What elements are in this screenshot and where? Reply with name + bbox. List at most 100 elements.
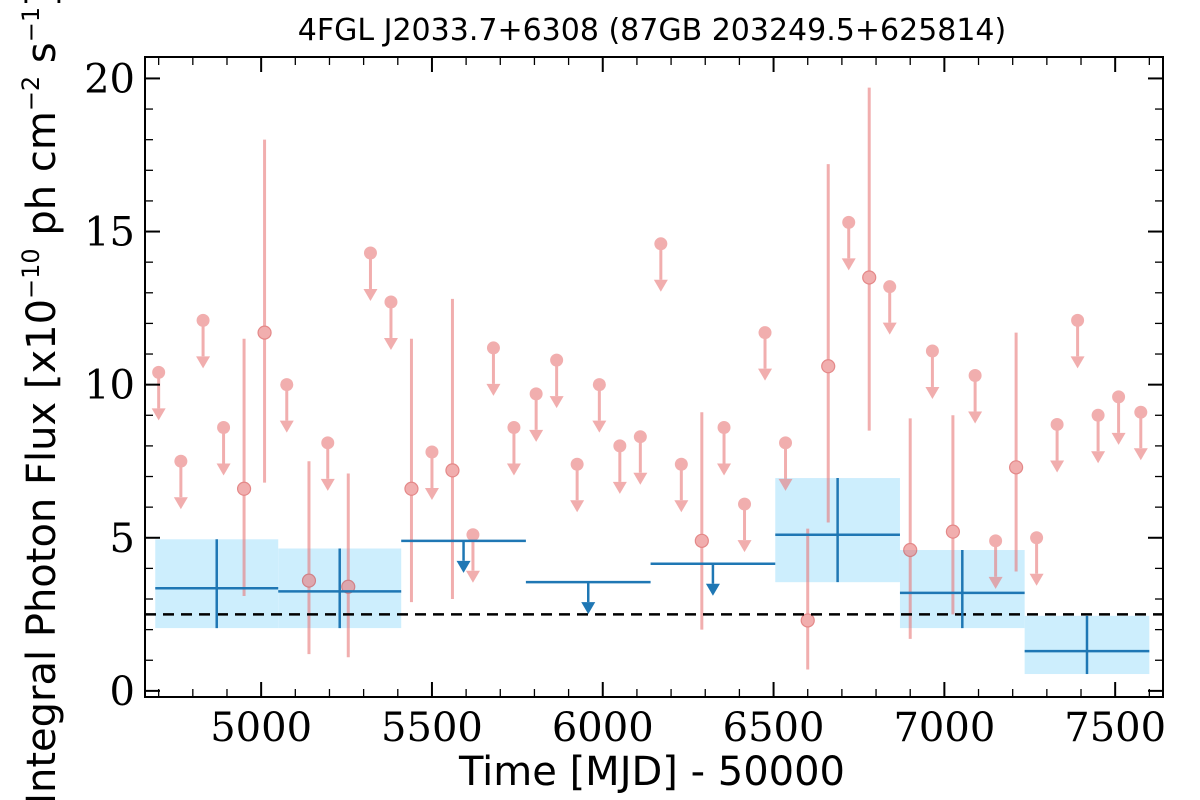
upper-limit-marker (507, 421, 521, 435)
upper-limit-marker (550, 353, 564, 367)
fine-bin-upper-limit (1111, 390, 1126, 445)
fine-bin-upper-limit (320, 436, 335, 491)
upper-limit-marker (217, 421, 231, 435)
fine-bin-upper-limit (653, 237, 668, 292)
fine-bin-upper-limit (465, 528, 480, 583)
coarse-bin-detection (899, 550, 1025, 629)
fine-bin-upper-limit (882, 280, 897, 335)
y-axis-label: Integral Photon Flux [x10−10 ph cm−2 s−1… (17, 0, 65, 800)
x-tick-label: 5000 (210, 705, 312, 751)
fine-bin-upper-limit (758, 326, 773, 381)
x-tick-label: 7000 (893, 705, 995, 751)
upper-limit-marker (883, 280, 897, 294)
fine-bin-upper-limit (1029, 531, 1044, 586)
upper-limit-arrowhead (363, 288, 378, 301)
x-axis-label: Time [MJD] - 50000 (458, 749, 845, 795)
fine-bin-detection (694, 412, 709, 630)
upper-limit-arrowhead (674, 500, 689, 513)
fine-bin-point (301, 573, 317, 588)
plot-frame (144, 56, 1164, 698)
fine-bin-detection (945, 415, 961, 615)
upper-limit-marker (384, 295, 398, 309)
upper-limit-arrowhead (653, 279, 668, 292)
fine-bin-point (1009, 460, 1024, 475)
upper-limit-marker (363, 246, 377, 260)
coarse-upper-limit-arrowhead (456, 560, 471, 573)
fine-bin-upper-limit (674, 457, 689, 513)
plot-area (145, 87, 1163, 675)
upper-limit-arrowhead (717, 463, 732, 476)
fine-bin-upper-limit (570, 457, 585, 513)
upper-limit-arrowhead (424, 488, 439, 501)
upper-limit-arrowhead (506, 463, 521, 476)
upper-limit-arrowhead (968, 411, 983, 424)
upper-limit-marker (280, 378, 294, 392)
coarse-upper-limit-arrowhead (581, 602, 596, 615)
upper-limit-marker (321, 436, 335, 450)
upper-limit-arrowhead (383, 337, 398, 350)
upper-limit-arrowhead (592, 420, 607, 433)
fine-bin-upper-limit (968, 368, 983, 424)
y-tick-label: 0 (110, 669, 135, 715)
upper-limit-arrowhead (1029, 573, 1044, 586)
upper-limit-marker (968, 368, 982, 382)
upper-limit-marker (592, 378, 606, 392)
fine-bin-detection (800, 528, 815, 670)
fine-bin-upper-limit (737, 497, 752, 553)
coarse-bin-detection (278, 548, 402, 629)
upper-limit-arrowhead (1111, 432, 1126, 445)
upper-limit-arrowhead (612, 481, 627, 494)
fine-bin-point (903, 542, 918, 558)
upper-limit-marker (570, 457, 584, 471)
upper-limit-arrowhead (279, 420, 294, 433)
axes: 5000 5500 6000 6500 7000 7500 0 5 10 15 20 (84, 56, 1166, 751)
fine-bin-upper-limit (612, 439, 627, 494)
fine-bin-point (257, 325, 272, 340)
upper-limit-marker (1071, 313, 1085, 327)
x-tick-label: 6500 (723, 705, 825, 751)
fine-bin-point (800, 613, 815, 628)
fine-bin-upper-limit (841, 215, 856, 271)
upper-limit-marker (1030, 531, 1044, 545)
x-tick-label: 6000 (552, 705, 654, 751)
coarse-upper-limit-arrowhead (705, 583, 720, 596)
upper-limit-marker (1134, 405, 1148, 419)
fine-bin-upper-limit (196, 313, 211, 369)
fine-bin-point (821, 359, 836, 374)
coarse-bin-detection (775, 478, 900, 583)
upper-limit-marker (758, 326, 772, 340)
fine-bin-detection (862, 87, 877, 431)
upper-limit-marker (196, 313, 210, 327)
upper-limit-arrowhead (1070, 356, 1085, 369)
upper-limit-arrowhead (1091, 451, 1106, 464)
fine-bin-upper-limit (1133, 405, 1148, 461)
fine-bin-upper-limit (778, 436, 793, 491)
upper-limit-arrowhead (173, 497, 188, 510)
upper-limit-marker (842, 215, 856, 229)
fine-bin-upper-limit (1050, 417, 1065, 473)
upper-limit-marker (529, 387, 543, 401)
upper-limit-arrowhead (633, 472, 648, 485)
fine-bin-upper-limit (925, 344, 940, 399)
upper-limit-marker (152, 365, 166, 379)
fine-bin-point (445, 463, 460, 478)
fine-bin-upper-limit (717, 421, 732, 476)
fine-bin-upper-limit (151, 365, 166, 421)
fine-bin-point (341, 579, 356, 594)
fine-bin-detection (821, 164, 836, 523)
upper-limit-arrowhead (549, 396, 564, 409)
fine-bin-detection (236, 338, 252, 596)
upper-limit-marker (654, 237, 668, 251)
fine-bin-upper-limit (1070, 313, 1085, 369)
upper-limit-arrowhead (465, 570, 480, 583)
upper-limit-arrowhead (1050, 460, 1065, 473)
fine-bin-upper-limit (424, 445, 439, 501)
fine-bin-upper-limit (1091, 408, 1106, 464)
fine-bin-upper-limit (529, 387, 544, 442)
upper-limit-marker (466, 528, 480, 542)
fine-bin-detection (301, 461, 317, 655)
coarse-bin-upper-limit (401, 539, 526, 573)
fine-bin-detection (1009, 332, 1024, 572)
plot-marks (145, 87, 1163, 675)
